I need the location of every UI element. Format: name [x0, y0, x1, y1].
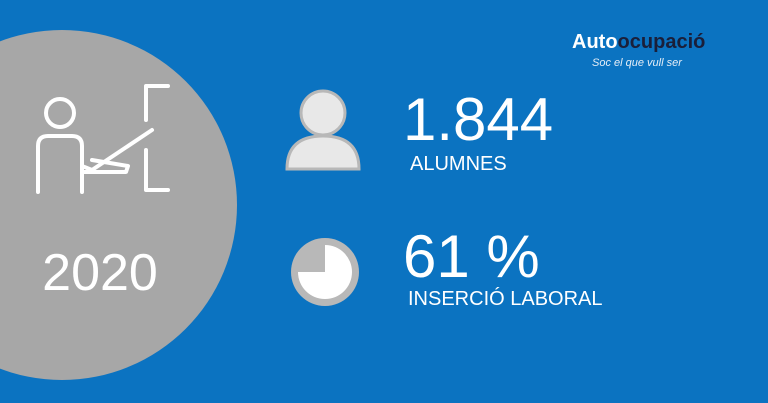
stat-label-2: INSERCIÓ LABORAL [408, 287, 603, 310]
person-icon [285, 89, 361, 171]
stat-value: 61 % [403, 223, 540, 290]
logo: Autoocupació [572, 31, 705, 53]
logo-tagline: Soc el que vull ser [592, 57, 683, 69]
year: 2020 [42, 244, 158, 302]
stat-label: ALUMNES [410, 153, 507, 175]
teacher-icon [36, 84, 170, 194]
pie-icon [291, 238, 359, 306]
logo-first: Auto [572, 31, 618, 53]
year-circle [0, 30, 237, 380]
stat-value: 1.844 [403, 86, 553, 153]
logo-second: ocupació [618, 31, 706, 53]
